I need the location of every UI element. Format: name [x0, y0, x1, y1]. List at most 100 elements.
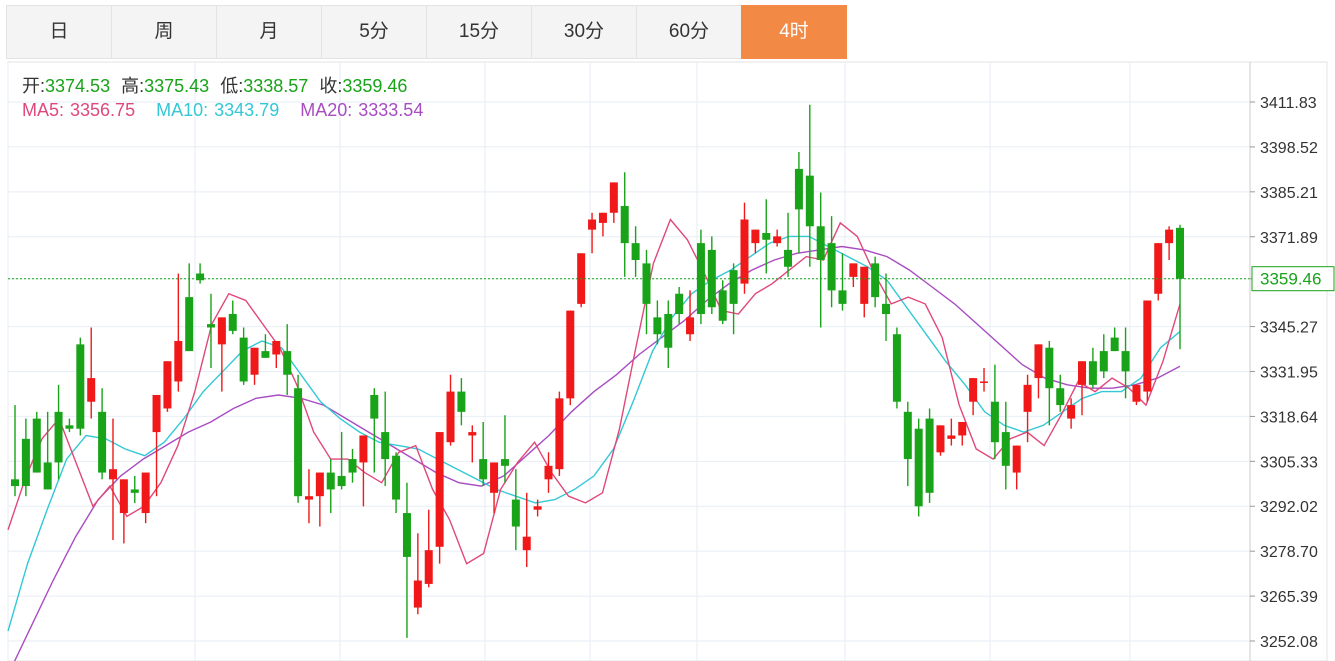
candle-body [43, 462, 52, 490]
candle [588, 212, 597, 254]
candle [642, 249, 651, 335]
candle [217, 317, 226, 392]
tab-15min[interactable]: 15分 [426, 5, 531, 59]
candle [500, 415, 509, 483]
candle [326, 459, 335, 514]
candle [402, 482, 411, 638]
candle-body [1154, 243, 1163, 294]
candle [1078, 361, 1087, 416]
candle [239, 327, 248, 385]
candle-body [294, 388, 303, 497]
candle-body [511, 499, 520, 527]
candle [718, 280, 727, 325]
candle [1034, 344, 1043, 399]
ma10-line [7, 235, 1181, 632]
candle-body [784, 249, 793, 267]
candle-body [609, 182, 618, 213]
candle [1154, 243, 1163, 301]
candle [1001, 401, 1010, 490]
candle [598, 212, 607, 237]
chart-grid [7, 61, 1328, 661]
tab-30min[interactable]: 30分 [531, 5, 636, 59]
candle-body [936, 425, 945, 453]
candle-body [54, 411, 63, 463]
candle-body [359, 435, 368, 463]
candle [827, 216, 836, 308]
candle-body [304, 496, 313, 500]
y-tick-label: 3305.33 [1260, 454, 1318, 471]
candle [751, 229, 760, 254]
candle-body [1056, 388, 1065, 406]
tab-month[interactable]: 月 [216, 5, 321, 59]
candle-body [435, 432, 444, 547]
candle [108, 418, 117, 541]
candle-body [402, 513, 411, 557]
candle [21, 418, 30, 497]
candle [631, 226, 640, 277]
open-label: 开: [22, 76, 46, 96]
high-value: 3375.43 [144, 76, 210, 96]
candle-body [566, 310, 575, 399]
candle [980, 367, 989, 392]
candle [1088, 347, 1097, 389]
candle [686, 290, 695, 341]
candle [130, 475, 139, 503]
candle [424, 509, 433, 588]
candle-body [1067, 405, 1076, 419]
candle-body [675, 293, 684, 314]
candle [98, 388, 107, 480]
candle [696, 229, 705, 325]
candle [969, 378, 978, 416]
candle-body [773, 236, 782, 244]
candle [958, 421, 967, 446]
candle-body [381, 432, 390, 460]
candle [65, 418, 74, 433]
candle [609, 182, 618, 223]
candle [990, 364, 999, 460]
candle-body [32, 418, 41, 473]
candle [11, 405, 19, 497]
tab-week[interactable]: 周 [111, 5, 216, 59]
current-price-box [1251, 266, 1335, 292]
candle-body [500, 459, 509, 466]
candle-body [892, 334, 901, 402]
y-tick-label: 3345.27 [1260, 320, 1318, 337]
candle-body [11, 479, 19, 487]
candle-body [119, 479, 128, 514]
ma20-label: MA20: [300, 100, 353, 120]
candle-body [620, 206, 629, 244]
tab-60min[interactable]: 60分 [636, 5, 741, 59]
candle [283, 324, 292, 395]
timeframe-tabs: 日 周 月 5分 15分 30分 60分 4时 [6, 5, 847, 59]
candle [533, 499, 542, 517]
high-label: 高: [121, 76, 145, 96]
candle [294, 374, 303, 503]
candle [762, 199, 771, 274]
candle [925, 408, 934, 503]
candle-body [1045, 347, 1054, 389]
candle [1012, 445, 1021, 490]
candle [664, 300, 673, 368]
candle [1143, 300, 1152, 402]
tab-5min[interactable]: 5分 [321, 5, 426, 59]
candle-body [413, 580, 422, 608]
candle-body [152, 394, 161, 433]
candle-body [1078, 361, 1087, 385]
candle [707, 236, 716, 314]
candle-body [1110, 337, 1119, 352]
candle-body [805, 175, 814, 227]
candle-body [239, 337, 248, 382]
candle-body [348, 459, 357, 473]
candle-body [185, 297, 194, 352]
candle-body [827, 243, 836, 291]
tab-day[interactable]: 日 [6, 5, 111, 59]
ma20-line [13, 245, 1181, 661]
candle-body [794, 168, 803, 210]
tab-4hour[interactable]: 4时 [741, 5, 847, 59]
candle-body [969, 378, 978, 402]
candle [892, 327, 901, 409]
candle-body [860, 266, 869, 304]
candle [1045, 340, 1054, 426]
candle-body [849, 263, 858, 277]
